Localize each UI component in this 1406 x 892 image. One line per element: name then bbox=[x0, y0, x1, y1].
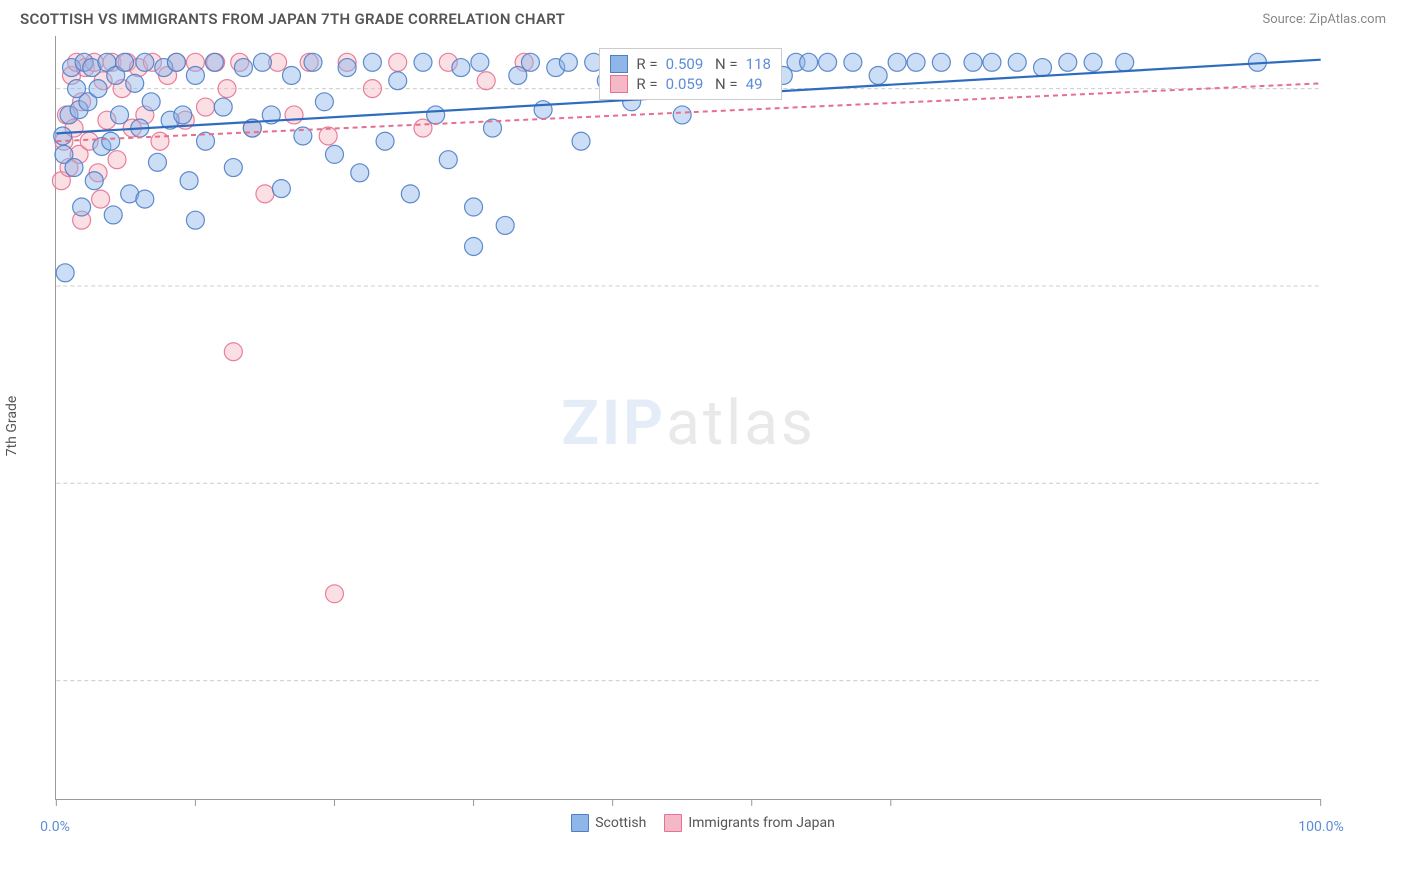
correlation-stats-box: R = 0.509 N = 118 R = 0.059 N = 49 bbox=[599, 48, 782, 100]
chart-source: Source: ZipAtlas.com bbox=[1262, 12, 1386, 27]
stat-n-value: 49 bbox=[746, 75, 763, 93]
legend-swatch bbox=[664, 814, 682, 832]
stat-r-value: 0.059 bbox=[666, 75, 704, 93]
stat-n-label: N = bbox=[711, 75, 737, 93]
legend-swatch bbox=[571, 814, 589, 832]
plot-container: ZIPatlas R =0.509 N =118 R =0.059 N =49 … bbox=[55, 36, 1386, 800]
legend-item: Scottish bbox=[571, 814, 646, 832]
y-axis-label: 7th Grade bbox=[4, 396, 20, 457]
stat-r-value: 0.509 bbox=[666, 55, 704, 73]
legend-label: Scottish bbox=[595, 815, 646, 831]
x-tick-label: 100.0% bbox=[1298, 819, 1343, 835]
stat-swatch bbox=[610, 75, 628, 93]
stat-row: R = 0.059 N = 49 bbox=[610, 75, 771, 93]
legend-item: Immigrants from Japan bbox=[664, 814, 834, 832]
stat-row: R = 0.509 N = 118 bbox=[610, 55, 771, 73]
x-tick-label: 0.0% bbox=[40, 819, 70, 835]
stat-n-value: 118 bbox=[746, 55, 771, 73]
chart-area: 7th Grade ZIPatlas R =0.509 N =118 R =0.… bbox=[20, 36, 1386, 800]
chart-header: SCOTTISH VS IMMIGRANTS FROM JAPAN 7TH GR… bbox=[0, 0, 1406, 36]
stat-swatch bbox=[610, 55, 628, 73]
legend-label: Immigrants from Japan bbox=[688, 815, 834, 831]
legend: Scottish Immigrants from Japan bbox=[0, 814, 1406, 832]
chart-title: SCOTTISH VS IMMIGRANTS FROM JAPAN 7TH GR… bbox=[20, 10, 565, 28]
stat-n-label: N = bbox=[711, 55, 737, 73]
stat-r-label: R = bbox=[636, 55, 657, 73]
stat-r-label: R = bbox=[636, 75, 657, 93]
scatter-plot bbox=[55, 36, 1321, 800]
